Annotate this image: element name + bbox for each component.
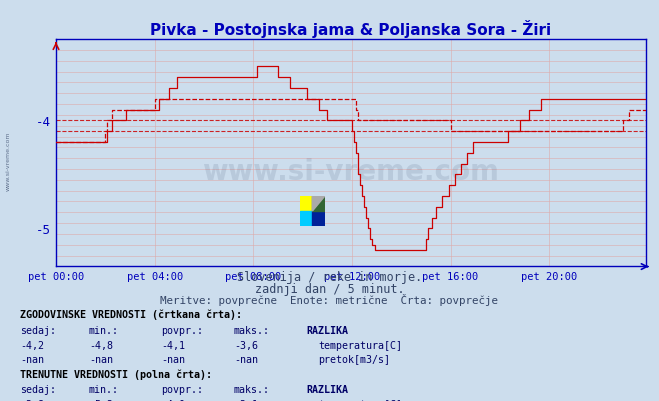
Bar [300, 196, 312, 212]
Text: -3,6: -3,6 [234, 340, 258, 350]
Text: -3,8: -3,8 [20, 399, 43, 401]
Text: -4,1: -4,1 [161, 340, 185, 350]
Text: Slovenija / reke in morje.: Slovenija / reke in morje. [237, 271, 422, 284]
Bar [312, 212, 325, 227]
Text: -3,1: -3,1 [234, 399, 258, 401]
Text: RAZLIKA: RAZLIKA [306, 325, 349, 335]
Text: sedaj:: sedaj: [20, 325, 56, 335]
Text: temperatura[C]: temperatura[C] [318, 340, 402, 350]
Text: zadnji dan / 5 minut.: zadnji dan / 5 minut. [254, 282, 405, 295]
Text: -4,8: -4,8 [89, 340, 113, 350]
Text: min.:: min.: [89, 325, 119, 335]
Title: Pivka - Postojnska jama & Poljanska Sora - Žiri: Pivka - Postojnska jama & Poljanska Sora… [150, 20, 552, 38]
Text: www.si-vreme.com: www.si-vreme.com [202, 158, 500, 186]
Text: -5,2: -5,2 [89, 399, 113, 401]
Text: maks.:: maks.: [234, 325, 270, 335]
Text: RAZLIKA: RAZLIKA [306, 384, 349, 394]
Bar [300, 212, 312, 227]
Polygon shape [312, 196, 325, 212]
Bar [312, 196, 325, 212]
Text: -nan: -nan [89, 354, 113, 364]
Text: pretok[m3/s]: pretok[m3/s] [318, 354, 390, 364]
Text: min.:: min.: [89, 384, 119, 394]
Text: -4,0: -4,0 [161, 399, 185, 401]
Text: -nan: -nan [20, 354, 43, 364]
Text: Meritve: povprečne  Enote: metrične  Črta: povprečje: Meritve: povprečne Enote: metrične Črta:… [161, 293, 498, 305]
Text: -nan: -nan [234, 354, 258, 364]
Text: TRENUTNE VREDNOSTI (polna črta):: TRENUTNE VREDNOSTI (polna črta): [20, 369, 212, 379]
Text: povpr.:: povpr.: [161, 384, 204, 394]
Text: www.si-vreme.com: www.si-vreme.com [5, 131, 11, 190]
Text: temperatura[C]: temperatura[C] [318, 399, 402, 401]
Text: maks.:: maks.: [234, 384, 270, 394]
Text: sedaj:: sedaj: [20, 384, 56, 394]
Polygon shape [312, 196, 325, 212]
Text: -4,2: -4,2 [20, 340, 43, 350]
Text: ZGODOVINSKE VREDNOSTI (črtkana črta):: ZGODOVINSKE VREDNOSTI (črtkana črta): [20, 309, 242, 320]
Text: -nan: -nan [161, 354, 185, 364]
Text: povpr.:: povpr.: [161, 325, 204, 335]
